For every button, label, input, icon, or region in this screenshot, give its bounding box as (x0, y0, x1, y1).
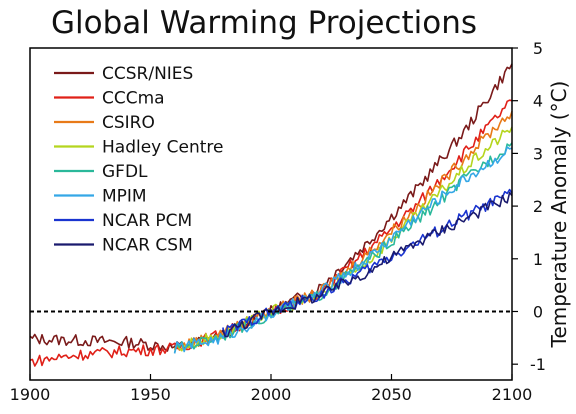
x-tick-label: 2000 (251, 385, 292, 404)
y-tick-label: 3 (533, 144, 543, 163)
legend-label-gfdl: GFDL (102, 162, 148, 182)
y-tick-label: 1 (533, 250, 543, 269)
legend-label-ccsr-nies: CCSR/NIES (102, 64, 193, 84)
x-tick-label: 2100 (492, 385, 533, 404)
x-tick-label: 2050 (371, 385, 412, 404)
y-tick-label: -1 (530, 355, 546, 374)
legend-label-ncar-pcm: NCAR PCM (102, 211, 192, 231)
legend-label-mpim: MPIM (102, 187, 147, 207)
legend-label-hadley-centre: Hadley Centre (102, 138, 223, 158)
legend-label-csiro: CSIRO (102, 113, 155, 133)
y-tick-label: 4 (533, 92, 543, 111)
y-axis: -1 0 1 2 3 4 5 (512, 39, 546, 374)
legend-label-ncar-csm: NCAR CSM (102, 236, 193, 256)
chart-title: Global Warming Projections (51, 5, 477, 41)
series-line-mpim (173, 146, 513, 354)
y-tick-label: 5 (533, 39, 543, 58)
series-line-csiro (173, 110, 513, 351)
legend: CCSR/NIES CCCma CSIRO Hadley Centre GFDL MPIM… (54, 64, 223, 256)
y-axis-label: Temperature Anomaly (°C) (547, 81, 571, 349)
legend-label-cccma: CCCma (102, 89, 165, 109)
y-tick-label: 0 (533, 302, 543, 321)
x-tick-label: 1950 (130, 385, 171, 404)
x-tick-label: 1900 (10, 385, 51, 404)
series-line-gfdl (173, 142, 513, 354)
x-axis: 1900 1950 2000 2050 2100 (10, 374, 533, 404)
y-tick-label: 2 (533, 197, 543, 216)
series-line-ncar-csm (222, 191, 513, 338)
series-line-ccsr-nies (29, 63, 513, 352)
